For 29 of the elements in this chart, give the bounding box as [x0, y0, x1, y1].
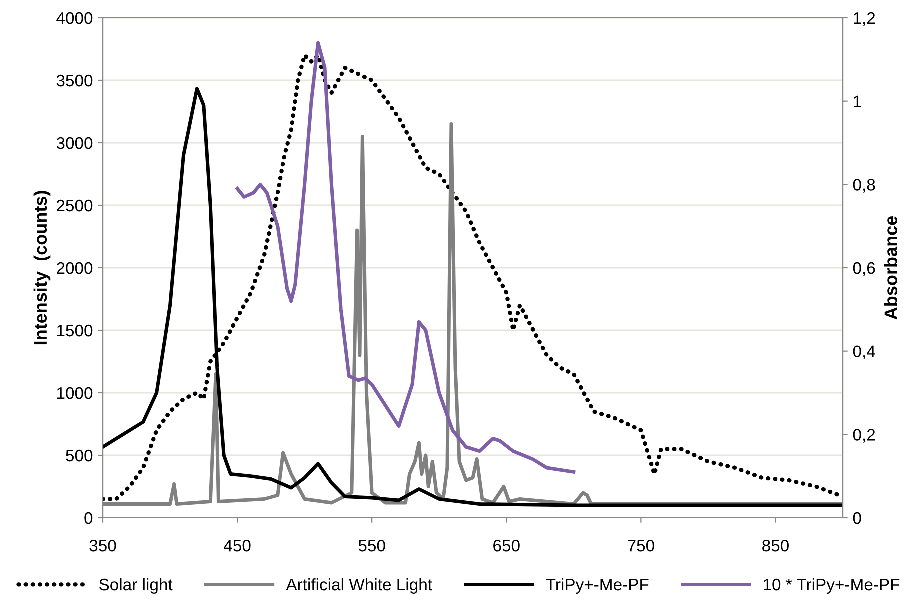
- legend-label: Solar light: [99, 578, 173, 594]
- x-tick-label: 550: [358, 540, 386, 552]
- y-tick-label: 1000: [57, 387, 93, 400]
- legend-label: Artificial White Light: [286, 578, 432, 594]
- y-tick-label: 3500: [56, 74, 93, 87]
- y2-tick-label: 0: [853, 512, 862, 524]
- y-tick-label: 2000: [57, 262, 93, 274]
- y2-tick-label: 0,6: [853, 262, 876, 276]
- legend-label: TriPy+-Me-PF: [546, 578, 649, 594]
- y2-tick-label: 1,2: [854, 12, 876, 26]
- x-tick-label: 450: [224, 540, 251, 552]
- x-tick-label: 650: [494, 540, 520, 552]
- y-tick-label: 4000: [56, 12, 93, 24]
- y2-tick-label: 1: [854, 96, 862, 108]
- x-tick-label: 350: [90, 540, 116, 552]
- y-axis-title: Intensity (counts): [34, 191, 51, 345]
- line-series: [236, 41, 576, 474]
- y2-tick-label: 0,2: [853, 429, 876, 443]
- legend-label: 10 * TriPy+-Me-PF: [764, 578, 900, 594]
- y-tick-label: 1500: [57, 324, 93, 337]
- x-tick-label: 850: [762, 540, 789, 552]
- y-tick-label: 0: [84, 512, 93, 524]
- x-tick-label: 750: [628, 540, 654, 552]
- y2-tick-label: 0,8: [853, 179, 876, 193]
- y2-tick-label: 0,4: [853, 346, 876, 360]
- y-tick-label: 2500: [57, 200, 93, 212]
- y2-axis-title: Absorbance: [884, 216, 898, 320]
- y-tick-label: 3000: [56, 137, 93, 150]
- y-tick-label: 500: [66, 450, 93, 462]
